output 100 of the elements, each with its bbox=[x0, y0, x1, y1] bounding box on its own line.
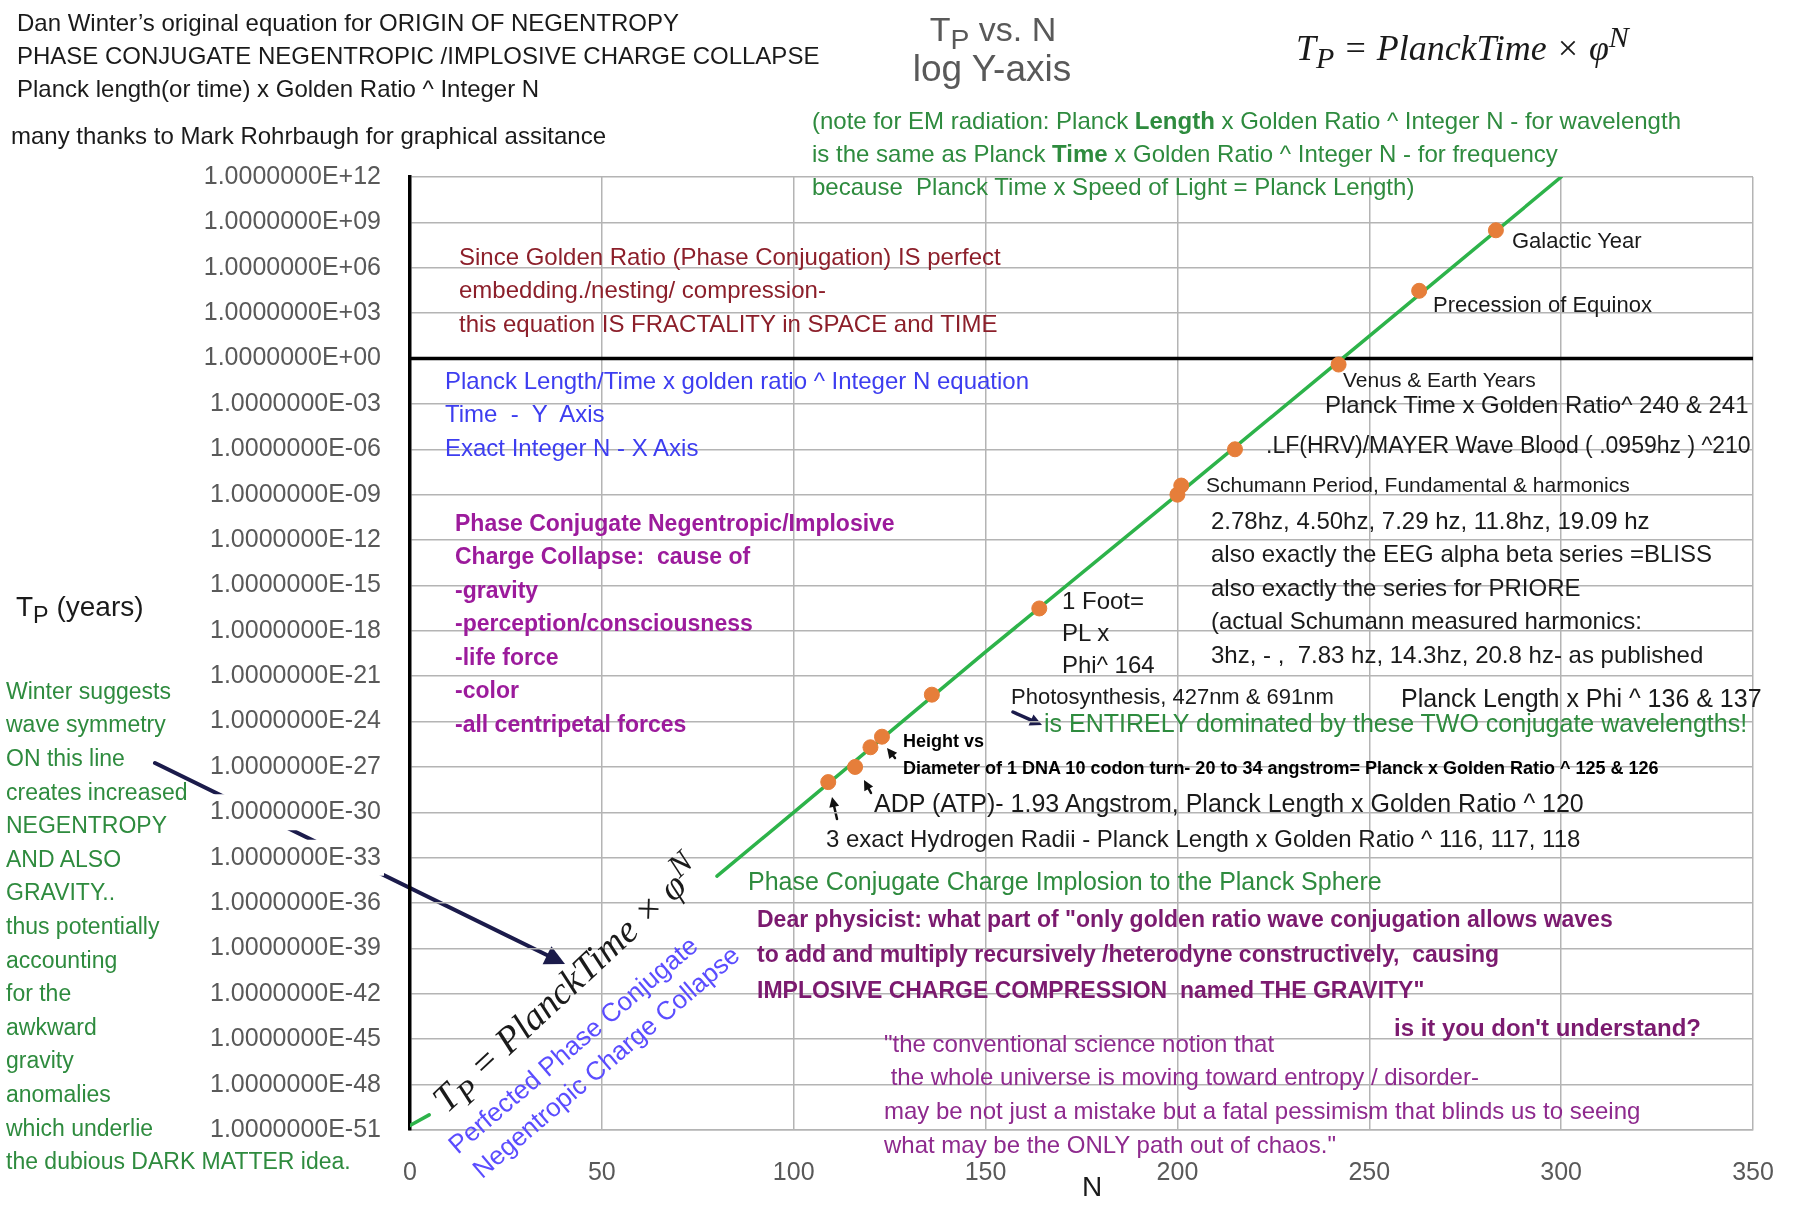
text: T$_{P}$ = PlanckTime × φ$^{N}$ bbox=[1296, 20, 1629, 75]
text: wave symmetry bbox=[6, 711, 166, 738]
text: PHASE CONJUGATE NEGENTROPIC /IMPLOSIVE CHARGE COLLAPSE bbox=[17, 41, 820, 69]
annotation: Planck Time x Golden Ratio^ 240 & 241 bbox=[1325, 390, 1749, 418]
point bbox=[1226, 441, 1243, 458]
y-tick-label: 1.0000000E+06 bbox=[203, 251, 381, 280]
text: which underlie bbox=[6, 1114, 154, 1141]
text: GRAVITY.. bbox=[6, 879, 116, 906]
x-tick-label: 350 bbox=[1732, 1156, 1774, 1185]
x-tick-label: 50 bbox=[587, 1156, 616, 1185]
point bbox=[847, 758, 864, 775]
y-tick-label: 1.0000000E-33 bbox=[210, 841, 381, 870]
annotation: -all centripetal forces bbox=[455, 710, 687, 737]
annotation: Phase Conjugate Negentropic/Implosive bbox=[455, 509, 895, 536]
annotation: PL x bbox=[1062, 618, 1110, 646]
annotation: Exact Integer N - X Axis bbox=[445, 433, 699, 461]
annotation: Diameter of 1 DNA 10 codon turn- 20 to 34 angstrom= Planck x Golden Ratio ^ 125 & 126 bbox=[903, 757, 1659, 778]
annotation: also exactly the EEG alpha beta series =BLISS bbox=[1211, 540, 1712, 568]
y-tick-label: 1.0000000E+00 bbox=[203, 342, 381, 371]
text: gravity bbox=[6, 1047, 74, 1074]
y-tick-label: 1.0000000E+03 bbox=[203, 297, 381, 326]
y-tick-label: 1.0000000E+09 bbox=[203, 206, 381, 235]
text: Dan Winter’s original equation for ORIGIN OF NEGENTROPY bbox=[17, 8, 679, 36]
y-tick-label: 1.0000000E-30 bbox=[210, 796, 381, 825]
y-tick-label: 1.0000000E-24 bbox=[210, 705, 382, 734]
annotation: ADP (ATP)- 1.93 Angstrom, Planck Length x Golden Ratio ^ 120 bbox=[874, 788, 1584, 817]
annotation: Since Golden Ratio (Phase Conjugation) IS perfect bbox=[459, 242, 1001, 270]
text: AND ALSO bbox=[6, 845, 122, 872]
annotation: is it you don't understand? bbox=[1394, 1013, 1702, 1041]
y-tick-label: 1.0000000E+12 bbox=[203, 160, 381, 189]
annotation: Venus & Earth Years bbox=[1343, 368, 1536, 392]
annotation: .LF(HRV)/MAYER Wave Blood ( .0959hz ) ^210 bbox=[1266, 431, 1751, 458]
point bbox=[1330, 356, 1347, 373]
text: (note for EM radiation: Planck bbox=[812, 106, 1130, 134]
text: awkward bbox=[6, 1013, 97, 1040]
text: accounting bbox=[6, 946, 118, 973]
annotation: Photosynthesis, 427nm & 691nm bbox=[1011, 684, 1334, 710]
x-tick-label: 100 bbox=[772, 1156, 815, 1185]
text: Planck length(or time) x Golden Ratio ^ Integer N bbox=[17, 74, 540, 102]
y-tick-label: 1.0000000E-51 bbox=[210, 1113, 381, 1142]
annotation: Galactic Year bbox=[1512, 228, 1642, 254]
y-tick-label: 1.0000000E-42 bbox=[210, 977, 381, 1006]
text: thus potentially bbox=[6, 913, 160, 940]
annotation: "the conventional science notion that bbox=[884, 1029, 1275, 1057]
annotation: Phi^ 164 bbox=[1062, 650, 1155, 678]
annotation: 3 exact Hydrogen Radii - Planck Length x Golden Ratio ^ 116, 117, 118 bbox=[826, 824, 1581, 852]
annotation: embedding./nesting/ compression- bbox=[459, 276, 826, 304]
annotation: Planck Length x Phi ^ 136 & 137 bbox=[1401, 683, 1762, 712]
point bbox=[923, 686, 940, 703]
annotation: the whole universe is moving toward entropy / disorder- bbox=[889, 1063, 1479, 1091]
point bbox=[820, 774, 837, 791]
text: what may be the ONLY path out of chaos." bbox=[884, 1130, 1336, 1158]
point bbox=[1173, 477, 1190, 494]
annotation: IMPLOSIVE CHARGE COMPRESSION named THE GRAVITY" bbox=[757, 976, 1425, 1003]
annotation: may be not just a mistake but a fatal pessimism that blinds us to seeing bbox=[884, 1097, 1641, 1125]
y-tick-label: 1.0000000E-18 bbox=[210, 614, 381, 643]
x-tick-label: 300 bbox=[1540, 1156, 1582, 1185]
annotation: -perception/consciousness bbox=[455, 610, 753, 637]
text: for the bbox=[6, 980, 72, 1007]
annotation: Time - Y Axis bbox=[445, 400, 605, 428]
annotation: also exactly the series for PRIORE bbox=[1211, 573, 1581, 601]
annotation: -gravity bbox=[455, 576, 539, 603]
annotation: Planck Length/Time x golden ratio ^ Integer N equation bbox=[445, 366, 1030, 394]
annotation: (actual Schumann measured harmonics: bbox=[1211, 607, 1642, 635]
y-tick-label: 1.0000000E-03 bbox=[210, 387, 381, 416]
x-tick-label: 0 bbox=[403, 1156, 417, 1185]
annotation: 2.78hz, 4.50hz, 7.29 hz, 11.8hz, 19.09 hz bbox=[1211, 506, 1650, 534]
annotation: Charge Collapse: cause of bbox=[455, 543, 751, 570]
annotation: 1 Foot= bbox=[1062, 586, 1145, 614]
point bbox=[862, 739, 879, 756]
y-tick-label: 1.0000000E-21 bbox=[210, 660, 381, 689]
point bbox=[1411, 282, 1428, 299]
annotation: to add and multiply recursively /heterodyne constructively, causing bbox=[757, 941, 1500, 968]
y-tick-label: 1.0000000E-36 bbox=[210, 886, 381, 915]
annotation: 3hz, - , 7.83 hz, 14.3hz, 20.8 hz- as published bbox=[1211, 641, 1704, 669]
y-tick-label: 1.0000000E-27 bbox=[210, 750, 381, 779]
annotation: Schumann Period, Fundamental & harmonics bbox=[1206, 473, 1630, 497]
annotation: -life force bbox=[455, 643, 559, 670]
annotation: -color bbox=[455, 677, 519, 704]
y-tick-label: 1.0000000E-48 bbox=[210, 1068, 381, 1097]
text: anomalies bbox=[6, 1081, 111, 1108]
y-tick-label: 1.0000000E-45 bbox=[210, 1023, 381, 1052]
x-tick-label: 200 bbox=[1156, 1156, 1199, 1185]
point bbox=[1031, 600, 1048, 617]
annotation: because Planck Time x Speed of Light = Planck Length) bbox=[812, 172, 1415, 200]
text: many thanks to Mark Rohrbaugh for graphical assitance bbox=[11, 121, 606, 149]
x-tick-label: 250 bbox=[1348, 1156, 1391, 1185]
y-tick-label: 1.0000000E-09 bbox=[210, 478, 381, 507]
x-axis-title: N bbox=[1081, 1170, 1103, 1203]
text: the dubious DARK MATTER idea. bbox=[6, 1148, 351, 1175]
text: Winter suggests bbox=[6, 677, 171, 704]
annotation: Height vs bbox=[903, 730, 985, 751]
text: Length bbox=[1134, 106, 1215, 134]
text: ON this line bbox=[6, 745, 125, 772]
text: is the same as Planck bbox=[812, 139, 1047, 167]
y-axis-title: T$_{P}$ (years) bbox=[16, 590, 144, 629]
point bbox=[1487, 222, 1504, 239]
text: x Golden Ratio ^ Integer N - for wavelength bbox=[1220, 106, 1681, 134]
text: NEGENTROPY bbox=[6, 812, 168, 839]
annotation: Phase Conjugate Charge Implosion to the Planck Sphere bbox=[748, 866, 1382, 895]
